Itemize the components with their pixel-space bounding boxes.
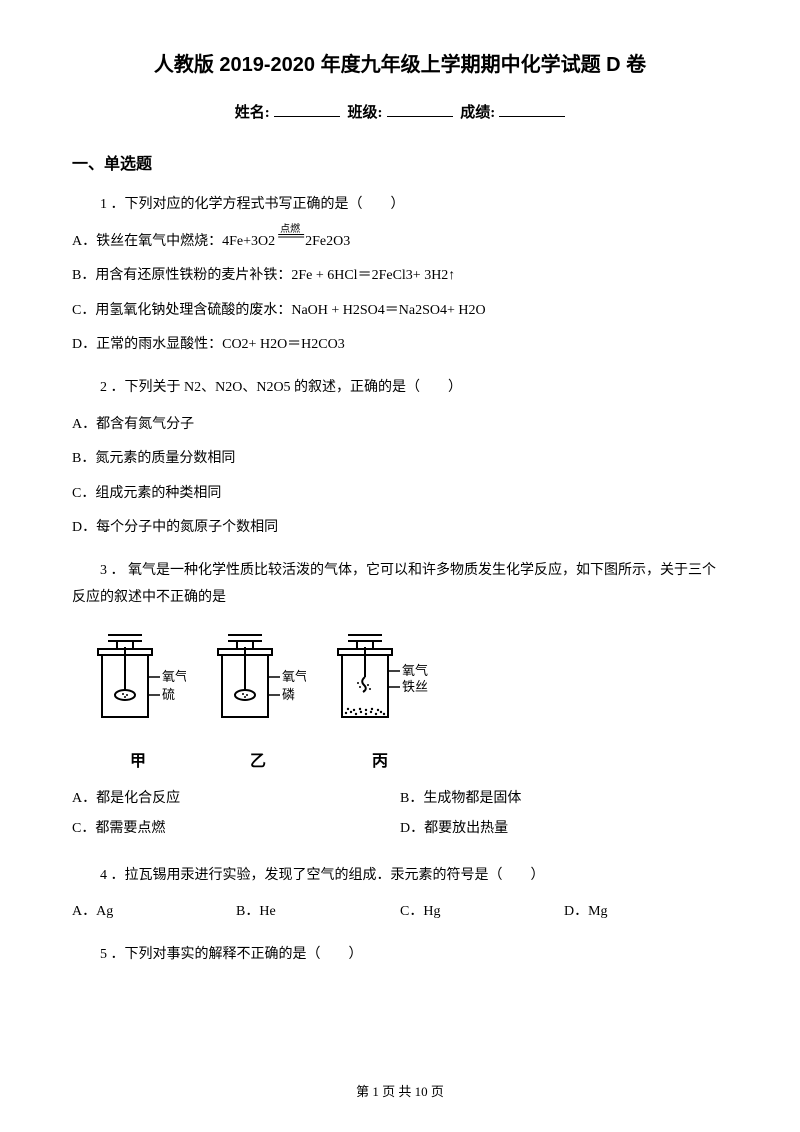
q2-option-b: B．氮元素的质量分数相同 <box>72 446 728 473</box>
q2-option-c: C．组成元素的种类相同 <box>72 481 728 508</box>
page-footer: 第 1 页 共 10 页 <box>0 1081 800 1100</box>
exam-title: 人教版 2019-2020 年度九年级上学期期中化学试题 D 卷 <box>72 48 728 77</box>
q3-option-d: D．都要放出热量 <box>400 816 728 843</box>
name-label: 姓名: <box>235 105 270 121</box>
score-blank[interactable] <box>499 103 565 117</box>
q5-stem: 5 ．下列对事实的解释不正确的是（ ） <box>72 942 728 969</box>
q1-option-a: A．铁丝在氧气中燃烧：4Fe+3O2点燃═══2Fe2O3 <box>72 229 728 256</box>
equals-ignite: 点燃═══ <box>275 229 305 256</box>
p-label: 磷 <box>282 687 295 702</box>
o2-label: 氧气 <box>402 663 428 678</box>
score-label: 成绩: <box>460 105 495 121</box>
q3-diagram: 氧气 硫 甲 氧气 磷 乙 <box>90 627 728 777</box>
q2-stem: 2 ．下列关于 N2、N2O、N2O5 的叙述，正确的是（ ） <box>72 375 728 402</box>
q4-option-c: C．Hg <box>400 899 564 926</box>
q4-option-a: A．Ag <box>72 899 236 926</box>
q2-option-a: A．都含有氮气分子 <box>72 412 728 439</box>
flask-yi-svg: 氧气 磷 <box>210 627 306 743</box>
q2-option-d: D．每个分子中的氮原子个数相同 <box>72 515 728 542</box>
flask-jia: 氧气 硫 甲 <box>90 627 186 777</box>
o2-label: 氧气 <box>162 669 186 684</box>
question-5: 5 ．下列对事实的解释不正确的是（ ） <box>72 942 728 969</box>
q3-row-cd: C．都需要点燃 D．都要放出热量 <box>72 816 728 847</box>
info-line: 姓名: 班级: 成绩: <box>72 101 728 122</box>
flask-yi: 氧气 磷 乙 <box>210 627 306 777</box>
q1-a-suffix: 2Fe2O3 <box>305 234 350 249</box>
q3-row-ab: A．都是化合反应 B．生成物都是固体 <box>72 786 728 817</box>
flask-jia-svg: 氧气 硫 <box>90 627 186 743</box>
q3-option-c: C．都需要点燃 <box>72 816 400 843</box>
jia-label: 甲 <box>90 747 186 777</box>
o2-label: 氧气 <box>282 669 306 684</box>
s-label: 硫 <box>162 687 175 702</box>
yi-label: 乙 <box>210 747 306 777</box>
q4-option-d: D．Mg <box>564 899 728 926</box>
question-2: 2 ．下列关于 N2、N2O、N2O5 的叙述，正确的是（ ） A．都含有氮气分… <box>72 375 728 542</box>
q1-option-b: B．用含有还原性铁粉的麦片补铁：2Fe + 6HCl＝2FeCl3+ 3H2↑ <box>72 263 728 290</box>
q1-stem: 1 ．下列对应的化学方程式书写正确的是（ ） <box>72 192 728 219</box>
flask-bing-svg: 氧气 铁丝 <box>330 627 430 743</box>
q4-option-b: B．He <box>236 899 400 926</box>
flask-bing: 氧气 铁丝 丙 <box>330 627 430 777</box>
q4-options: A．Ag B．He C．Hg D．Mg <box>72 899 728 926</box>
bing-label: 丙 <box>330 747 430 777</box>
q4-stem: 4 ．拉瓦锡用汞进行实验，发现了空气的组成．汞元素的符号是（ ） <box>72 863 728 890</box>
q1-option-d: D．正常的雨水显酸性：CO2+ H2O＝H2CO3 <box>72 332 728 359</box>
fe-label: 铁丝 <box>402 679 428 694</box>
class-blank[interactable] <box>387 103 453 117</box>
q1-option-c: C．用氢氧化钠处理含硫酸的废水：NaOH + H2SO4＝Na2SO4+ H2O <box>72 298 728 325</box>
class-label: 班级: <box>348 105 383 121</box>
name-blank[interactable] <box>274 103 340 117</box>
q3-option-b: B．生成物都是固体 <box>400 786 728 813</box>
section-header-1: 一、单选题 <box>72 150 728 174</box>
question-1: 1 ．下列对应的化学方程式书写正确的是（ ） A．铁丝在氧气中燃烧：4Fe+3O… <box>72 192 728 359</box>
question-4: 4 ．拉瓦锡用汞进行实验，发现了空气的组成．汞元素的符号是（ ） A．Ag B．… <box>72 863 728 926</box>
q3-stem: 3 ． 氧气是一种化学性质比较活泼的气体，它可以和许多物质发生化学反应，如下图所… <box>72 558 728 611</box>
q1-a-prefix: A．铁丝在氧气中燃烧：4Fe+3O2 <box>72 234 275 249</box>
q3-option-a: A．都是化合反应 <box>72 786 400 813</box>
question-3: 3 ． 氧气是一种化学性质比较活泼的气体，它可以和许多物质发生化学反应，如下图所… <box>72 558 728 847</box>
